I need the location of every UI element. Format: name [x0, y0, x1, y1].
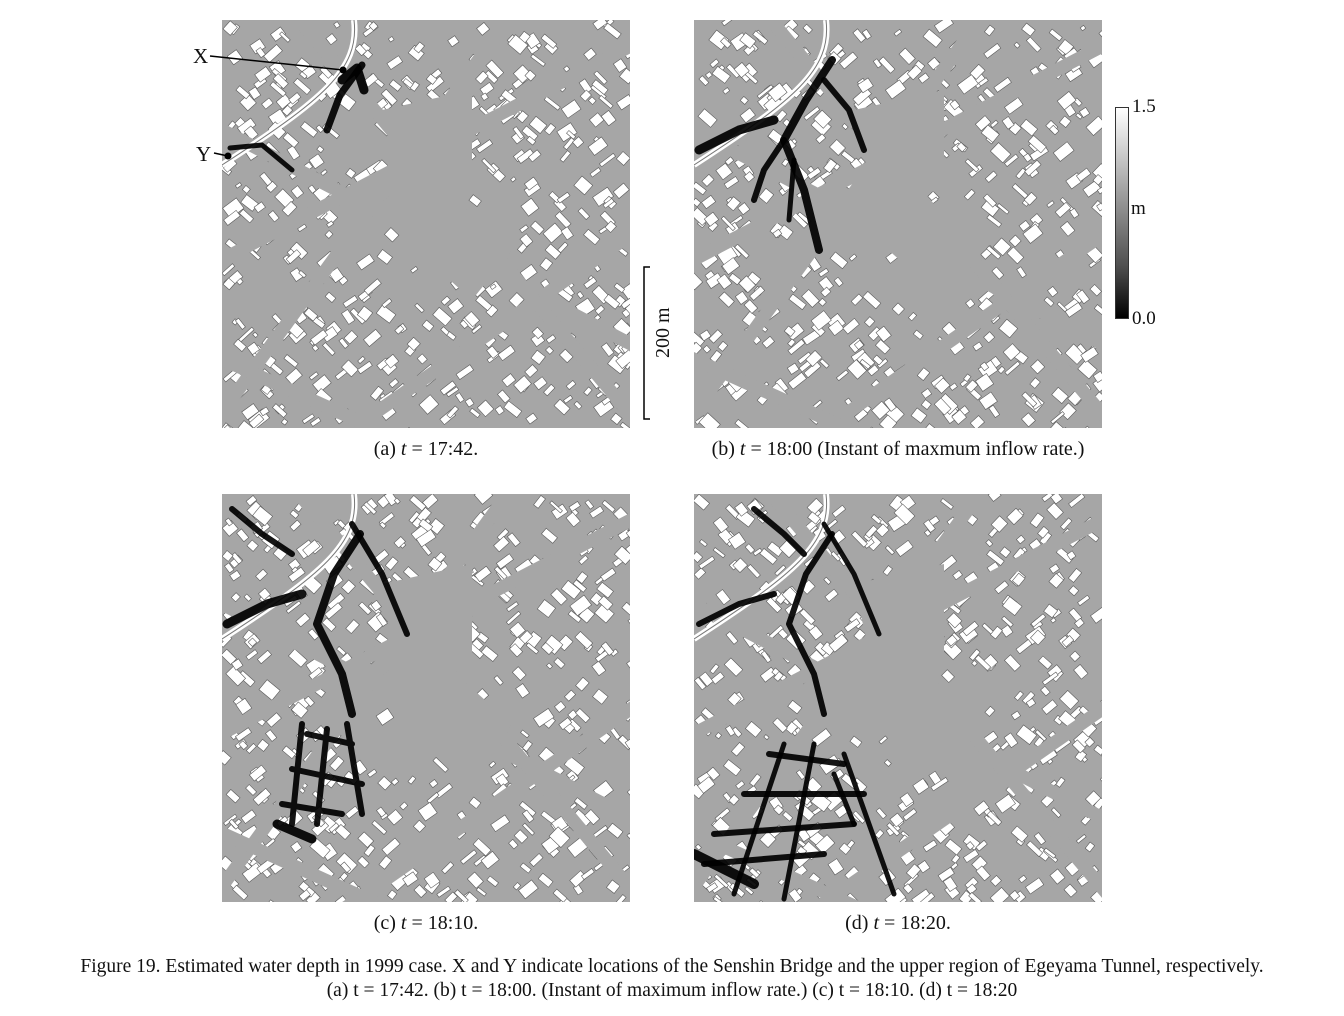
figure-caption: Figure 19. Estimated water depth in 1999…	[0, 955, 1344, 1003]
figure-caption-line1: Figure 19. Estimated water depth in 1999…	[80, 956, 1264, 977]
map-panel-b	[694, 20, 1102, 428]
map-panel-d	[694, 494, 1102, 902]
panel-caption-a: (a) t = 17:42.	[373, 438, 479, 460]
panel-caption-b: (b) t = 18:00 (Instant of maxmum inflow …	[711, 438, 1085, 460]
scale-bar-label: 200 m	[652, 307, 674, 358]
map-svg-b	[694, 20, 1102, 428]
panel-caption-c: (c) t = 18:10.	[373, 912, 479, 934]
map-panel-a	[222, 20, 630, 428]
map-svg-a	[222, 20, 630, 428]
panel-caption-d: (d) t = 18:20.	[845, 912, 951, 934]
marker-label-x: X	[193, 44, 209, 68]
colorbar	[1115, 107, 1129, 319]
colorbar-max-label: 1.5	[1132, 96, 1156, 117]
scale-bar	[643, 266, 650, 420]
figure-caption-line2: (a) t = 17:42. (b) t = 18:00. (Instant o…	[326, 980, 1018, 1001]
map-svg-d	[694, 494, 1102, 902]
colorbar-unit-label: m	[1131, 198, 1146, 219]
map-svg-c	[222, 494, 630, 902]
colorbar-min-label: 0.0	[1132, 308, 1156, 329]
marker-label-y: Y	[196, 142, 212, 166]
map-panel-c	[222, 494, 630, 902]
